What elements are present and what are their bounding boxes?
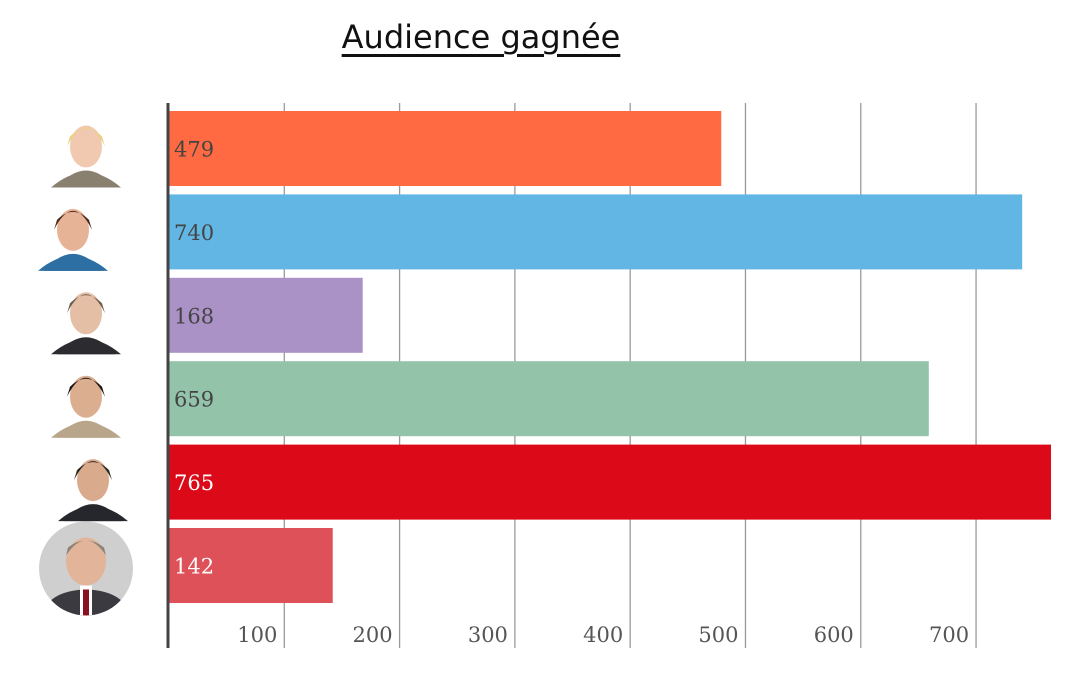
bar-value-label: 168 (174, 304, 214, 328)
avatar-4 (51, 359, 121, 438)
bar (169, 277, 363, 353)
bar-value-label: 479 (174, 138, 214, 162)
bar (169, 194, 1023, 270)
bar (169, 111, 722, 186)
bar-value-label: 659 (174, 388, 214, 412)
bar (169, 444, 1051, 520)
bar-value-label: 142 (174, 555, 214, 579)
bar-value-label: 740 (174, 221, 214, 245)
chart-title: Audience gagnée (341, 18, 621, 56)
x-tick-label: 500 (698, 623, 738, 647)
bar-value-label: 765 (174, 471, 214, 495)
avatar-1 (51, 109, 121, 188)
x-tick-label: 200 (353, 623, 393, 647)
x-tick-label: 300 (468, 623, 508, 647)
x-tick-label: 700 (929, 623, 969, 647)
avatar-2 (38, 192, 108, 271)
x-tick-label: 600 (814, 623, 854, 647)
x-tick-label: 100 (237, 623, 277, 647)
avatar-3 (51, 276, 121, 355)
bar (169, 361, 929, 437)
bar (169, 528, 333, 603)
x-tick-label: 400 (583, 623, 623, 647)
avatar-6 (39, 521, 133, 616)
avatar-5 (58, 443, 128, 522)
